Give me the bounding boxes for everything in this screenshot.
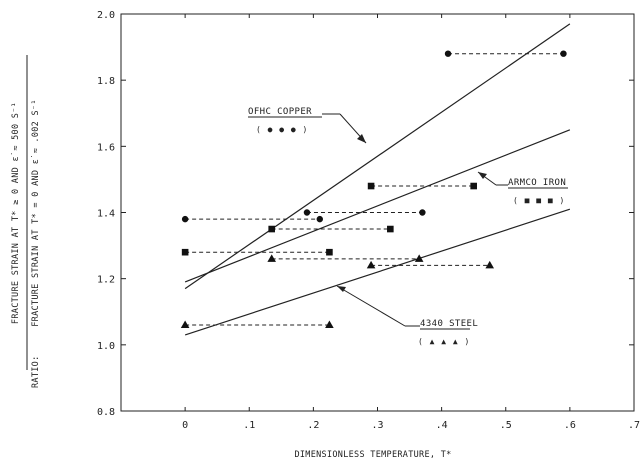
data-point-armco-iron bbox=[268, 225, 275, 233]
x-tick-label: .1 bbox=[243, 420, 255, 431]
fit-line-armco-iron bbox=[184, 129, 571, 283]
annotation-4340-steel: 4340 STEEL ( ▲ ▲ ▲ ) bbox=[336, 285, 478, 346]
fit-line-ofhc-copper bbox=[184, 23, 571, 290]
data-point-4340-steel bbox=[267, 254, 276, 262]
x-tick-label: .2 bbox=[307, 420, 319, 431]
annotation-armco-iron-arrowhead bbox=[478, 172, 487, 179]
annotation-ofhc-copper-arrowhead bbox=[357, 134, 366, 143]
x-tick-label: .3 bbox=[371, 420, 383, 431]
annotation-ofhc-copper-name: OFHC COPPER bbox=[248, 107, 312, 117]
data-point-armco-iron bbox=[326, 248, 333, 256]
data-point-armco-iron bbox=[387, 225, 394, 233]
annotation-4340-steel-name: 4340 STEEL bbox=[420, 319, 478, 329]
y-axis-label-prefix: RATIO: bbox=[31, 355, 41, 388]
x-tick-label: .6 bbox=[564, 420, 576, 431]
y-tick-label: 1.2 bbox=[97, 275, 115, 286]
data-point-ofhc-copper bbox=[303, 209, 311, 216]
data-point-4340-steel bbox=[366, 260, 376, 269]
y-tick-label: 1.8 bbox=[97, 76, 115, 87]
series-layer bbox=[180, 23, 571, 336]
data-point-ofhc-copper bbox=[419, 209, 426, 216]
y-tick-label: 0.8 bbox=[97, 407, 115, 418]
y-tick-label: 1.0 bbox=[97, 341, 115, 352]
fit-line-4340-steel bbox=[184, 208, 571, 336]
x-tick-label: .5 bbox=[500, 420, 512, 431]
annotation-4340-steel-arrowhead bbox=[337, 286, 346, 292]
y-axis-label: RATIO: FRACTURE STRAIN AT T* ≥ 0 AND ε̇ … bbox=[11, 55, 41, 388]
data-point-4340-steel bbox=[485, 260, 495, 269]
y-tick-label: 1.6 bbox=[97, 142, 115, 153]
data-point-armco-iron bbox=[367, 182, 375, 190]
data-point-4340-steel bbox=[325, 320, 334, 328]
annotation-ofhc-copper-markers: ( ● ● ● ) bbox=[256, 125, 308, 134]
annotation-armco-iron: ARMCO IRON ( ■ ■ ■ ) bbox=[477, 171, 568, 205]
x-tick-label: .7 bbox=[628, 420, 640, 431]
data-point-ofhc-copper bbox=[316, 215, 323, 223]
y-axis-label-denominator: FRACTURE STRAIN AT T* = 0 AND ε̇ ≈ .002 … bbox=[31, 99, 41, 327]
annotation-ofhc-copper: OFHC COPPER ( ● ● ● ) bbox=[248, 107, 367, 144]
data-point-4340-steel bbox=[180, 320, 190, 328]
data-point-4340-steel bbox=[414, 254, 424, 262]
annotation-armco-iron-markers: ( ■ ■ ■ ) bbox=[513, 196, 565, 205]
data-point-armco-iron bbox=[181, 248, 189, 256]
x-tick-label: .4 bbox=[436, 420, 448, 431]
y-tick-label: 1.4 bbox=[97, 209, 115, 220]
data-point-ofhc-copper bbox=[181, 215, 189, 223]
x-axis: 0 .1 .2 .3 .4 .5 .6 .7 bbox=[182, 14, 640, 431]
y-axis: 0.8 1.0 1.2 1.4 1.6 1.8 2.0 bbox=[97, 10, 634, 418]
annotation-armco-iron-name: ARMCO IRON bbox=[508, 178, 566, 188]
annotation-4340-steel-arrow-shaft bbox=[336, 285, 406, 327]
x-tick-label: 0 bbox=[182, 420, 188, 431]
y-tick-label: 2.0 bbox=[97, 10, 115, 21]
data-point-ofhc-copper bbox=[444, 50, 452, 57]
x-axis-label: DIMENSIONLESS TEMPERATURE, T* bbox=[294, 450, 451, 460]
data-point-armco-iron bbox=[470, 182, 477, 190]
data-point-ofhc-copper bbox=[560, 50, 567, 57]
y-axis-label-numerator: FRACTURE STRAIN AT T* ≥ 0 AND ε̇ ≈ 500 S… bbox=[11, 102, 21, 324]
annotation-4340-steel-markers: ( ▲ ▲ ▲ ) bbox=[418, 337, 470, 346]
